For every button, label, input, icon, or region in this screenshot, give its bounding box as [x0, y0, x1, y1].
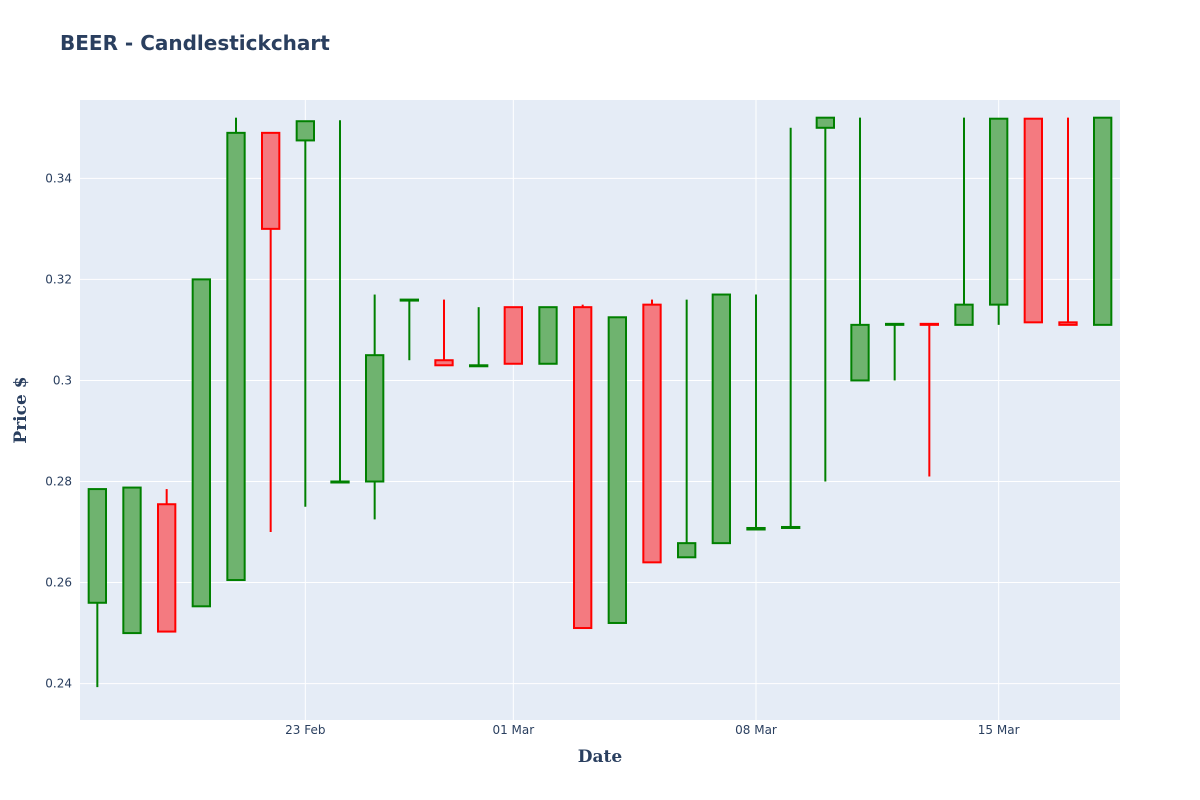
candle-decreasing [1023, 117, 1043, 324]
y-tick-label: 0.32 [45, 272, 72, 286]
candle-decreasing [573, 304, 593, 630]
candle-body [469, 364, 489, 368]
candle-body [711, 293, 732, 545]
candle-body [815, 116, 836, 129]
candle-increasing [226, 117, 246, 582]
y-tick-label: 0.28 [45, 474, 72, 488]
x-axis-ticks: 23 Feb 01 Mar 08 Mar 15 Mar [285, 723, 1019, 737]
candle-increasing [538, 306, 558, 365]
candle-body [850, 323, 870, 382]
y-tick-label: 0.26 [45, 576, 72, 590]
x-tick-label: 08 Mar [735, 723, 777, 737]
candle-body [191, 278, 212, 608]
grid-lines [80, 100, 1120, 720]
candle-decreasing [261, 131, 281, 533]
x-tick-label: 23 Feb [285, 723, 325, 737]
y-tick-label: 0.3 [53, 373, 72, 387]
candle-increasing [677, 299, 697, 559]
y-axis-title: Price $ [11, 376, 31, 443]
candle-increasing [815, 116, 836, 482]
candle-decreasing [157, 489, 177, 633]
candle-increasing [330, 120, 350, 484]
y-axis-ticks: 0.24 0.26 0.28 0.3 0.32 0.34 [45, 171, 72, 690]
chart-title: BEER - Candlestickchart [60, 31, 330, 55]
candle-body [954, 303, 974, 326]
x-tick-label: 01 Mar [492, 723, 534, 737]
candle-increasing [781, 127, 801, 529]
candle-increasing [850, 117, 870, 382]
candle-body [919, 322, 940, 326]
candle-body [989, 117, 1009, 306]
candle-body [365, 354, 385, 483]
candle-body [746, 526, 766, 531]
candle-body [122, 486, 142, 635]
candle-body [503, 306, 523, 365]
candle-increasing [365, 294, 385, 520]
candle-body [607, 316, 628, 624]
candle-increasing [399, 298, 419, 361]
candle-increasing [469, 307, 489, 368]
candle-increasing [711, 293, 732, 545]
candle-increasing [885, 322, 905, 381]
candle-increasing [746, 294, 766, 531]
candle-body [538, 306, 558, 365]
candle-body [261, 131, 281, 230]
candle-body [885, 322, 905, 326]
candle-decreasing [919, 322, 940, 477]
candle-body [781, 525, 801, 529]
y-tick-label: 0.24 [45, 677, 72, 691]
candle-body [677, 542, 697, 559]
candle-body [87, 488, 107, 604]
y-tick-label: 0.34 [45, 171, 72, 185]
candle-increasing [607, 316, 628, 624]
candle-increasing [122, 486, 142, 635]
candles [87, 116, 1113, 688]
candle-increasing [191, 278, 212, 608]
candle-body [1023, 117, 1043, 324]
candle-increasing [87, 488, 107, 688]
candle-body [330, 480, 350, 484]
x-axis-title: Date [578, 747, 623, 767]
candle-body [642, 303, 662, 564]
candle-decreasing [642, 299, 662, 564]
candle-increasing [954, 117, 974, 326]
candle-body [399, 298, 419, 302]
candle-body [157, 503, 177, 633]
candle-body [1058, 321, 1078, 326]
candle-body [1093, 116, 1113, 326]
candle-decreasing [1058, 117, 1078, 326]
candle-increasing [1093, 116, 1113, 326]
plot-area [80, 100, 1120, 720]
candle-body [226, 131, 246, 582]
candle-increasing [989, 117, 1009, 325]
candle-body [573, 306, 593, 630]
candle-decreasing [434, 299, 454, 367]
candle-increasing [295, 120, 315, 507]
x-tick-label: 15 Mar [978, 723, 1020, 737]
candle-decreasing [503, 306, 523, 365]
candle-body [295, 120, 315, 142]
candle-body [434, 359, 454, 367]
